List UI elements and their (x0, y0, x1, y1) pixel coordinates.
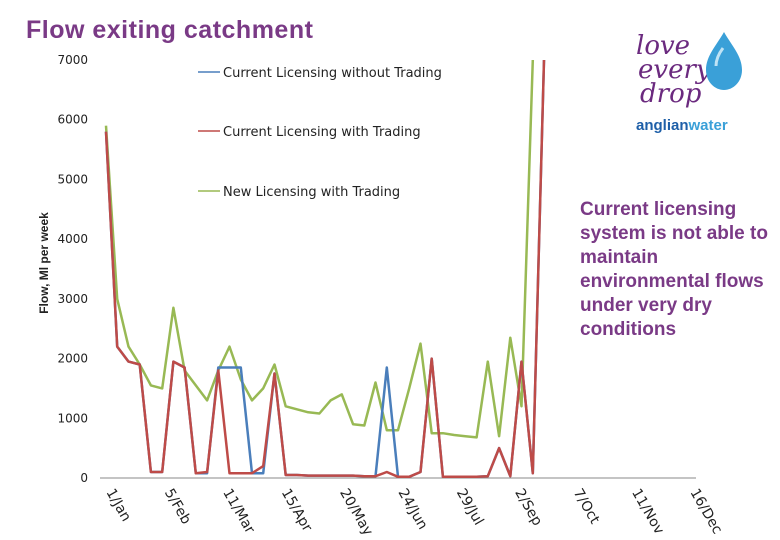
y-axis-label: Flow, Ml per week (37, 212, 51, 314)
y-tick-label: 0 (80, 471, 88, 485)
x-tick-label: 2/Sep (511, 486, 545, 529)
x-tick-label: 20/May (336, 486, 376, 539)
y-tick-label: 2000 (57, 352, 88, 366)
y-tick-label: 6000 (57, 113, 88, 127)
logo-love: love (636, 31, 690, 61)
x-tick-label: 29/Jul (453, 486, 487, 528)
love-every-drop-logo: love every drop anglianwater (636, 31, 742, 134)
water-drop-highlight-icon (714, 47, 725, 67)
y-tick-label: 3000 (57, 292, 88, 306)
y-tick-label: 7000 (57, 53, 88, 67)
x-tick-label: 11/Mar (219, 486, 257, 537)
y-tick-label: 5000 (57, 172, 88, 186)
y-tick-label: 4000 (57, 232, 88, 246)
x-tick-label: 7/Oct (570, 486, 603, 527)
series-line-2 (104, 59, 535, 439)
series-line-0 (104, 59, 546, 479)
x-tick-label: 16/Dec (687, 486, 726, 537)
y-tick-label: 1000 (57, 411, 88, 425)
x-axis: 1/Jan 5/Feb 11/Mar 15/Apr 20/May 24/Jun 29/Jul… (103, 486, 726, 539)
slide-title: Flow exiting catchment (26, 16, 314, 44)
water-drop-icon (706, 32, 742, 90)
legend: Current Licensing without Trading Current… (198, 66, 442, 200)
x-tick-label: 15/Apr (278, 486, 315, 535)
legend-entry: Current Licensing without Trading (223, 66, 442, 81)
series-line-1 (104, 59, 546, 479)
annotation-text: Current licensing system is not able to … (580, 199, 768, 340)
x-tick-label: 5/Feb (161, 486, 194, 527)
legend-entry: New Licensing with Trading (223, 185, 400, 200)
logo-drop: drop (640, 79, 702, 109)
x-tick-label: 11/Nov (628, 486, 667, 537)
y-axis: 0 1000 2000 3000 4000 5000 6000 7000 (57, 53, 696, 485)
logo-every: every (638, 55, 711, 85)
series-lines (104, 59, 546, 479)
x-tick-label: 1/Jan (103, 486, 134, 525)
legend-entry: Current Licensing with Trading (223, 125, 421, 140)
x-tick-label: 24/Jun (395, 486, 431, 532)
logo-brand: anglianwater (636, 117, 728, 134)
